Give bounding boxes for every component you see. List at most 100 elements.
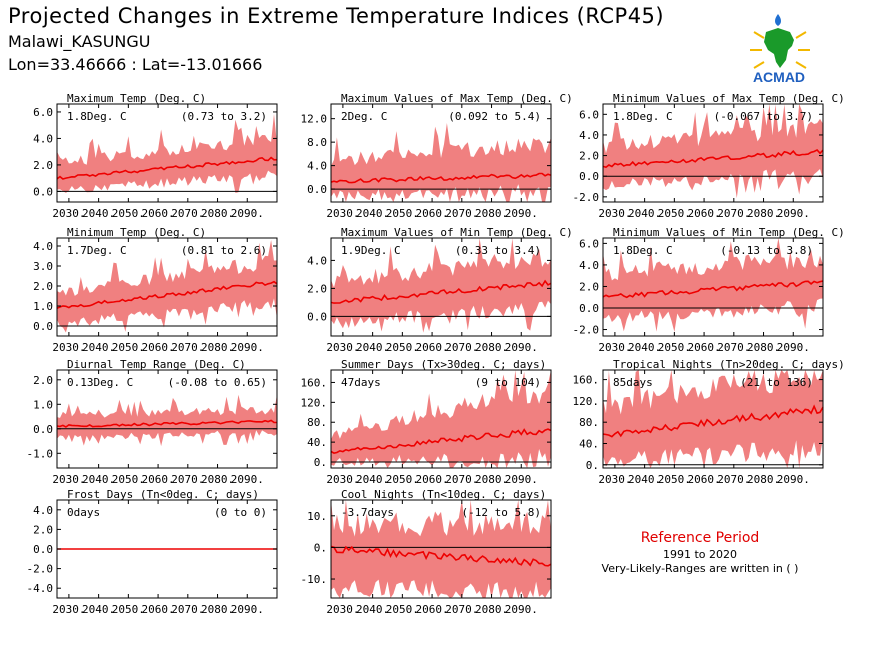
x-tick-label: 2090.	[231, 207, 264, 220]
y-tick-label: 80.	[579, 416, 599, 429]
x-tick-label: 2080.	[201, 341, 234, 354]
median-line	[330, 545, 552, 567]
median-line	[56, 280, 278, 309]
chart-value-annotation: 1.8Deg. C	[613, 110, 673, 123]
x-tick-label: 2070.	[717, 207, 750, 220]
y-tick-label: 2.0	[33, 374, 53, 387]
x-tick-label: 2060.	[416, 473, 449, 486]
chart-panel: Maximum Values of Min Temp (Deg. C) 0.0 2.…	[307, 226, 573, 354]
chart-title: Maximum Values of Max Temp (Deg. C)	[341, 92, 573, 105]
x-tick-label: 2090.	[231, 603, 264, 616]
y-tick-label: 4.0	[579, 259, 599, 272]
page-title: Projected Changes in Extreme Temperature…	[8, 4, 665, 28]
chart-panel: Summer Days (Tx>30deg. C; days) 0. 40. 80. 1…	[301, 358, 552, 486]
y-tick-label: -1.0	[27, 447, 54, 460]
very-likely-range-band	[603, 104, 823, 199]
x-tick-label: 2060.	[142, 473, 175, 486]
x-tick-label: 2030.	[598, 341, 631, 354]
x-tick-label: 2070.	[171, 603, 204, 616]
x-tick-label: 2050.	[112, 603, 145, 616]
chart-panel: Diurnal Temp Range (Deg. C) -1.0 0.0 1.0 2.0…	[27, 358, 278, 486]
chart-title: Minimum Values of Max Temp (Deg. C)	[613, 92, 845, 105]
x-tick-label: 2040.	[82, 341, 115, 354]
x-tick-label: 2090.	[777, 473, 810, 486]
x-tick-label: 2030.	[52, 603, 85, 616]
chart-value-annotation: 1.8Deg. C	[67, 110, 127, 123]
y-tick-label: 4.0	[307, 254, 327, 267]
y-tick-label: 1.0	[33, 300, 53, 313]
x-tick-label: 2040.	[628, 341, 661, 354]
y-tick-label: -10.	[301, 573, 328, 586]
x-tick-label: 2070.	[445, 473, 478, 486]
chart-range-annotation: (0.81 to 2.6)	[181, 244, 267, 257]
y-tick-label: 4.0	[33, 240, 53, 253]
chart-panel: Tropical Nights (Tn>20deg. C; days) 0. 40.…	[573, 358, 845, 486]
chart-value-annotation: 85days	[613, 376, 653, 389]
y-tick-label: 2.0	[307, 282, 327, 295]
africa-logo-icon: ACMAD	[750, 14, 810, 85]
y-tick-label: 4.0	[33, 504, 53, 517]
y-tick-label: 0.0	[33, 423, 53, 436]
logo-sun-rays	[750, 31, 810, 69]
x-tick-label: 2060.	[688, 341, 721, 354]
x-tick-label: 2080.	[747, 473, 780, 486]
x-tick-label: 2060.	[688, 207, 721, 220]
very-likely-range-band	[331, 500, 551, 598]
y-tick-label: 2.0	[33, 280, 53, 293]
x-tick-label: 2050.	[658, 341, 691, 354]
x-tick-label: 2070.	[717, 341, 750, 354]
x-tick-label: 2030.	[52, 473, 85, 486]
x-tick-label: 2080.	[747, 207, 780, 220]
median-line	[330, 428, 552, 454]
chart-range-annotation: (21 to 136)	[740, 376, 813, 389]
chart-range-annotation: (-0.13 to 3.8)	[720, 244, 813, 257]
very-likely-range-band	[57, 394, 277, 447]
y-tick-label: -2.0	[573, 191, 600, 204]
y-tick-label: 4.0	[33, 132, 53, 145]
x-tick-label: 2060.	[416, 341, 449, 354]
median-line	[330, 279, 552, 304]
x-tick-label: 2080.	[475, 207, 508, 220]
y-tick-label: 10.	[307, 510, 327, 523]
chart-value-annotation: 0.13Deg. C	[67, 376, 133, 389]
africa-map-shape	[764, 28, 794, 68]
chart-title: Maximum Temp (Deg. C)	[67, 92, 206, 105]
x-tick-label: 2060.	[688, 473, 721, 486]
very-likely-range-band	[331, 370, 551, 468]
x-tick-label: 2050.	[112, 473, 145, 486]
chart-range-annotation: (-0.067 to 3.7)	[714, 110, 813, 123]
chart-title: Diurnal Temp Range (Deg. C)	[67, 358, 246, 371]
y-tick-label: 0.	[314, 541, 327, 554]
x-tick-label: 2030.	[326, 473, 359, 486]
y-tick-label: 40.	[579, 438, 599, 451]
x-tick-label: 2030.	[326, 603, 359, 616]
y-tick-label: 4.0	[307, 160, 327, 173]
chart-title: Cool Nights (Tn<10deg. C; days)	[341, 488, 546, 501]
x-tick-label: 2070.	[717, 473, 750, 486]
chart-value-annotation: 0days	[67, 506, 100, 519]
y-tick-label: 80.	[307, 416, 327, 429]
x-tick-label: 2090.	[231, 473, 264, 486]
chart-title: Tropical Nights (Tn>20deg. C; days)	[613, 358, 845, 371]
x-tick-label: 2070.	[445, 603, 478, 616]
chart-value-annotation: 1.7Deg. C	[67, 244, 127, 257]
reference-period-years: 1991 to 2020	[662, 548, 738, 561]
y-tick-label: -4.0	[27, 582, 54, 595]
x-tick-label: 2080.	[201, 603, 234, 616]
very-likely-range-band	[57, 240, 277, 333]
x-tick-label: 2030.	[52, 207, 85, 220]
x-tick-label: 2040.	[82, 603, 115, 616]
chart-range-annotation: (-12 to 5.8)	[462, 506, 541, 519]
very-likely-range-band	[331, 238, 551, 333]
y-tick-label: 0.	[314, 456, 327, 469]
y-tick-label: 120.	[573, 395, 600, 408]
y-tick-label: 2.0	[33, 523, 53, 536]
x-tick-label: 2090.	[231, 341, 264, 354]
x-tick-label: 2050.	[112, 341, 145, 354]
chart-range-annotation: (0.33 to 3.4)	[455, 244, 541, 257]
chart-panel: Maximum Values of Max Temp (Deg. C) 0.0 4.…	[301, 92, 573, 220]
x-tick-label: 2070.	[445, 341, 478, 354]
x-tick-label: 2060.	[142, 603, 175, 616]
x-tick-label: 2080.	[475, 603, 508, 616]
chart-title: Summer Days (Tx>30deg. C; days)	[341, 358, 546, 371]
